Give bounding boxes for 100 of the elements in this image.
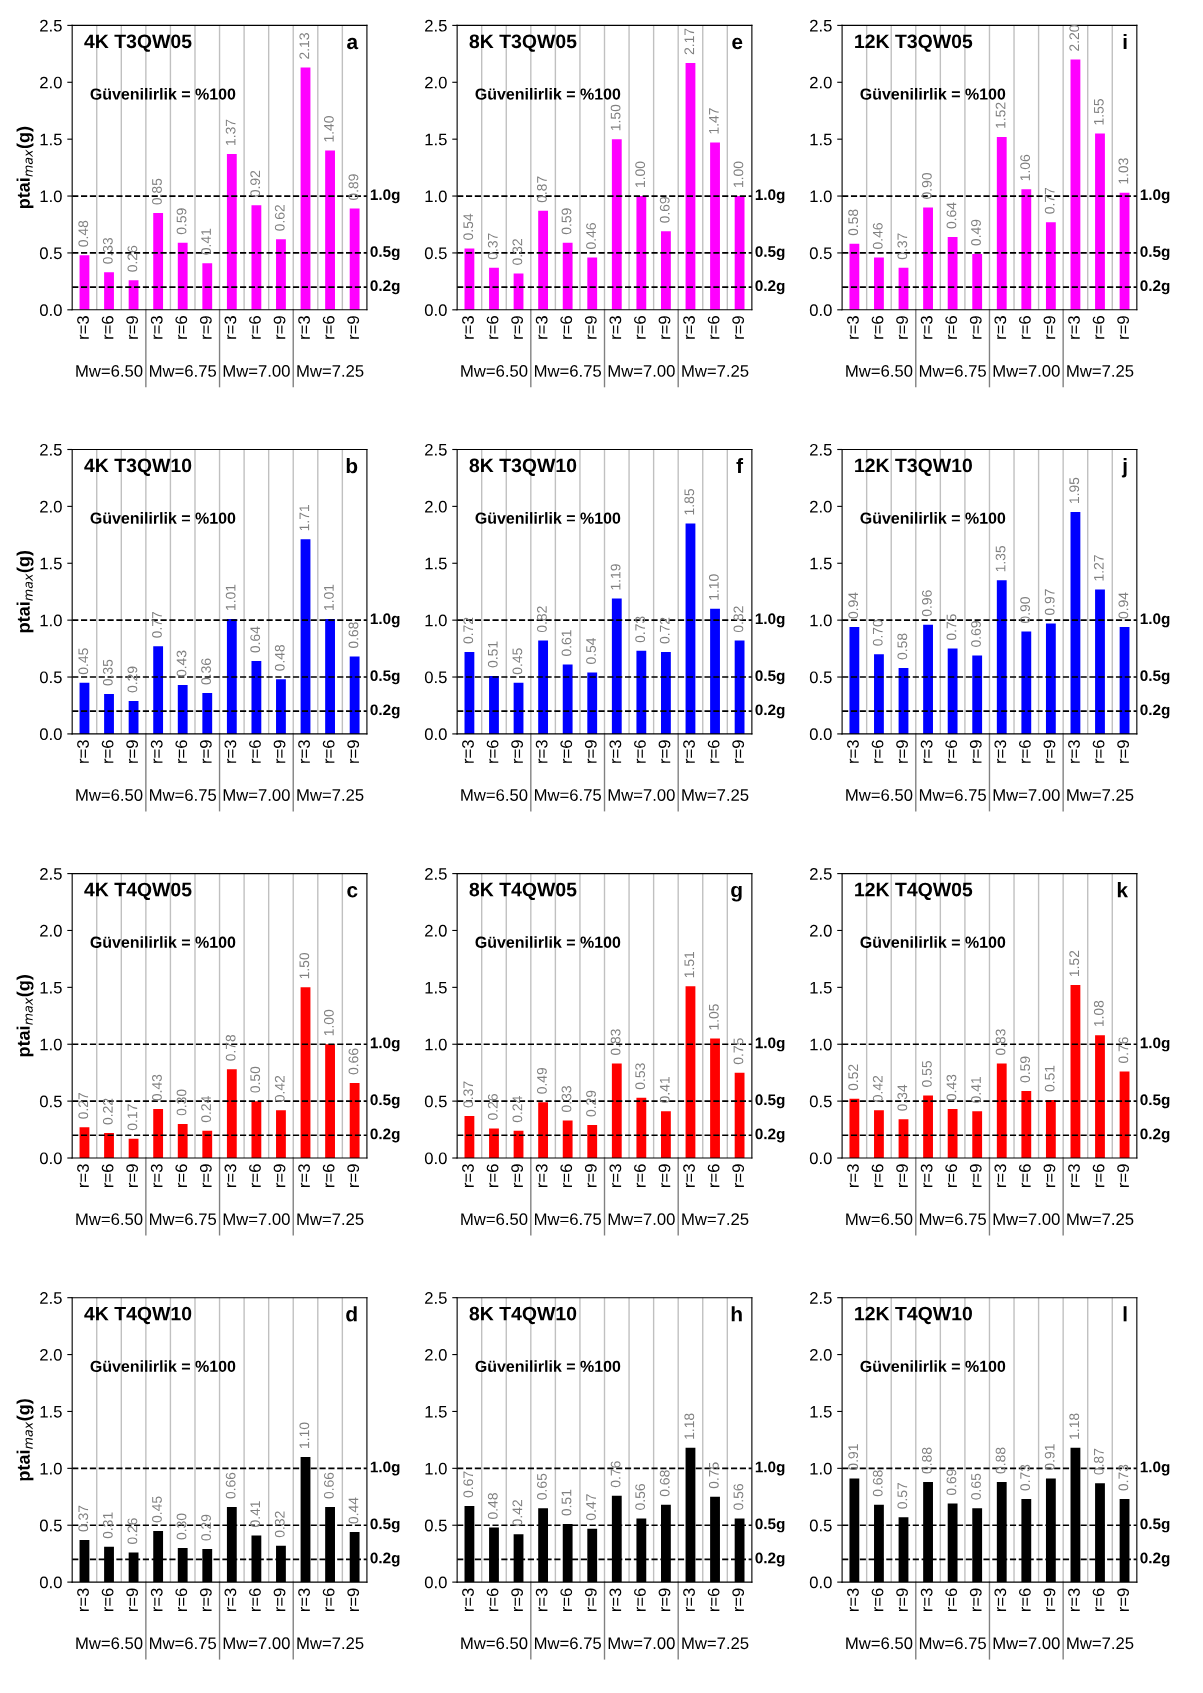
data-label: 1.01 xyxy=(225,584,236,610)
bar xyxy=(177,242,188,310)
data-label: 1.03 xyxy=(1118,158,1129,184)
x-tick-label: r=6 xyxy=(945,1588,958,1612)
y-tick-label: 2.0 xyxy=(425,76,447,89)
x-tick-label: r=3 xyxy=(683,740,695,763)
x-tick-label: r=3 xyxy=(298,316,310,339)
data-label: 0.62 xyxy=(274,204,285,231)
x-tick-label: r=9 xyxy=(1117,316,1130,339)
data-label: 0.50 xyxy=(250,1066,261,1093)
annotation: h xyxy=(731,1306,742,1322)
x-tick-label: r=9 xyxy=(969,740,982,763)
x-tick-label: r=3 xyxy=(535,1164,548,1188)
x-tick-label: r=3 xyxy=(77,740,89,763)
y-tick-label: 2.0 xyxy=(425,500,447,513)
bar xyxy=(1095,1035,1105,1159)
data-label: 0.45 xyxy=(512,648,523,675)
bar xyxy=(1095,133,1105,310)
text: Mw=6.50 xyxy=(461,365,528,377)
data-label: 0.68 xyxy=(872,1470,883,1497)
y-tick-label: 1.0 xyxy=(810,614,832,627)
text: Mw=7.00 xyxy=(993,789,1060,801)
y-tick-label: 1.0 xyxy=(425,614,447,627)
data-label: 0.97 xyxy=(1044,589,1055,616)
x-tick-label: r=9 xyxy=(199,316,212,339)
data-label: 0.26 xyxy=(487,1094,498,1120)
y-tick-label: 0.5 xyxy=(809,1519,832,1532)
ref-line-label: 0.2g xyxy=(370,704,400,719)
y-tick-label: 2.0 xyxy=(810,76,832,89)
bar xyxy=(538,210,549,310)
ref-line-label: 0.5g xyxy=(370,670,400,685)
y-tick-label: 0.5 xyxy=(424,671,447,684)
bar xyxy=(562,242,573,310)
data-label: 0.69 xyxy=(971,621,981,647)
chart-title: 12K T3QW10 xyxy=(855,458,972,476)
y-tick-label: 0.0 xyxy=(424,1576,447,1589)
data-label: 0.30 xyxy=(176,1089,187,1116)
text: Mw=7.00 xyxy=(993,1637,1060,1650)
bar xyxy=(685,523,696,734)
x-tick-label: r=9 xyxy=(732,1164,745,1188)
text: Mw=6.50 xyxy=(461,1213,528,1226)
data-label: 0.75 xyxy=(708,1462,719,1489)
data-label: 0.54 xyxy=(463,213,474,240)
x-tick-label: r=3 xyxy=(847,740,859,763)
data-label: 0.26 xyxy=(127,245,138,272)
bar xyxy=(153,1109,164,1159)
data-label: 1.19 xyxy=(610,564,621,590)
x-tick-label: r=3 xyxy=(609,1164,622,1188)
bar xyxy=(849,626,860,734)
x-tick-label: r=6 xyxy=(707,316,720,339)
x-tick-label: r=9 xyxy=(1043,316,1056,339)
chart-title: 8K T3QW10 xyxy=(469,458,577,476)
data-label: 0.69 xyxy=(946,1469,957,1496)
bar xyxy=(1045,1099,1056,1159)
x-tick-label: r=6 xyxy=(249,1164,261,1188)
bar xyxy=(349,208,360,310)
text: Mw=7.25 xyxy=(682,1637,749,1650)
y-tick-label: 0.5 xyxy=(809,247,832,260)
x-tick-label: r=6 xyxy=(1018,1164,1031,1188)
x-tick-label: r=9 xyxy=(199,740,212,763)
data-label: 0.37 xyxy=(487,233,498,260)
text: Mw=6.50 xyxy=(846,1637,913,1650)
text: Mw=7.25 xyxy=(1067,1213,1134,1226)
data-label: 0.41 xyxy=(201,228,211,255)
y-tick-label: 1.5 xyxy=(810,1406,832,1418)
text: Mw=6.75 xyxy=(534,1213,602,1226)
data-label: 0.73 xyxy=(1020,1464,1031,1491)
y-tick-label: 2.5 xyxy=(40,19,62,32)
data-label: 1.18 xyxy=(1069,1413,1080,1439)
data-label: 0.59 xyxy=(176,208,187,235)
x-tick-label: r=6 xyxy=(322,316,335,339)
x-tick-label: r=9 xyxy=(126,1588,139,1612)
x-tick-label: r=3 xyxy=(994,316,1007,339)
y-tick-label: 1.0 xyxy=(810,1462,832,1475)
ref-line-label: 0.5g xyxy=(755,246,785,261)
data-label: 0.72 xyxy=(659,617,670,644)
x-tick-label: r=3 xyxy=(1068,1164,1080,1188)
text: Mw=7.25 xyxy=(297,1213,364,1226)
text: Mw=7.00 xyxy=(993,365,1060,377)
x-tick-label: r=3 xyxy=(847,1588,859,1612)
y-tick-label: 0.0 xyxy=(809,728,832,741)
text: Mw=7.25 xyxy=(682,365,749,377)
x-tick-label: r=6 xyxy=(175,740,188,763)
x-tick-label: r=9 xyxy=(658,1164,671,1188)
data-label: 0.90 xyxy=(921,172,932,199)
bar xyxy=(947,1109,958,1159)
x-tick-label: r=3 xyxy=(920,1588,933,1612)
text: Mw=6.50 xyxy=(76,1637,143,1650)
ref-line-label: 0.2g xyxy=(1140,704,1170,719)
x-tick-label: r=3 xyxy=(224,316,237,339)
x-tick-label: r=6 xyxy=(945,740,958,763)
x-tick-label: r=6 xyxy=(101,1164,114,1188)
ref-line-label: 1.0g xyxy=(370,1461,400,1476)
x-tick-label: r=6 xyxy=(249,740,261,763)
data-label: 0.49 xyxy=(971,219,981,246)
chart-title: 12K T4QW10 xyxy=(855,1306,972,1325)
y-tick-label: 0.5 xyxy=(39,1519,62,1532)
x-tick-label: r=6 xyxy=(871,1588,884,1612)
x-tick-label: r=6 xyxy=(634,1164,646,1188)
data-label: 0.65 xyxy=(971,1473,981,1500)
